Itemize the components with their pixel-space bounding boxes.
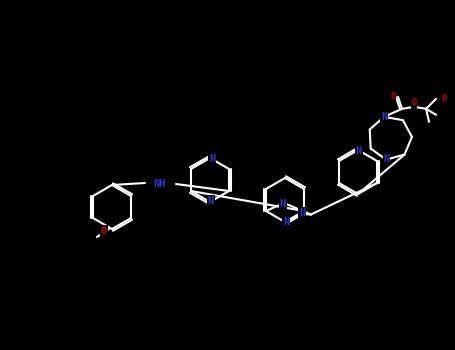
Text: N: N: [283, 217, 289, 227]
Text: N: N: [381, 112, 387, 122]
Text: O: O: [441, 94, 447, 103]
Text: NH: NH: [154, 179, 166, 189]
Text: O: O: [411, 98, 417, 107]
Text: N: N: [383, 154, 389, 164]
Text: O: O: [101, 226, 107, 236]
Text: N: N: [208, 196, 214, 206]
Text: N: N: [280, 199, 286, 209]
Text: N: N: [299, 208, 305, 218]
Text: O: O: [390, 92, 396, 101]
Text: N: N: [209, 154, 215, 164]
Text: N: N: [356, 146, 362, 156]
